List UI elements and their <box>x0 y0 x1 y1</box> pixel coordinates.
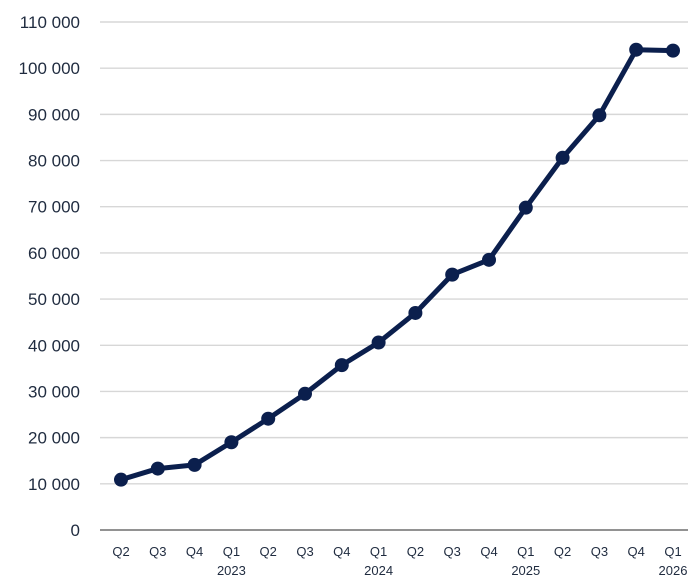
y-tick-label: 20 000 <box>28 429 80 448</box>
x-tick-label: Q1 <box>370 544 387 559</box>
data-point <box>518 200 533 215</box>
x-tick-label: Q4 <box>480 544 497 559</box>
y-tick-label: 30 000 <box>28 382 80 401</box>
data-point <box>114 472 128 487</box>
x-tick-label: Q1 <box>664 544 681 559</box>
x-tick-label: Q4 <box>186 544 203 559</box>
year-label: 2024 <box>364 563 393 577</box>
data-point <box>555 150 570 165</box>
x-tick-label: Q3 <box>444 544 461 559</box>
year-label: 2025 <box>511 563 540 577</box>
x-tick-label: Q2 <box>112 544 129 559</box>
data-point <box>261 411 276 426</box>
grid-lines <box>100 21 688 531</box>
data-point <box>150 461 165 476</box>
y-tick-label: 40 000 <box>28 336 80 355</box>
y-tick-label: 110 000 <box>20 13 80 32</box>
y-tick-label: 70 000 <box>28 198 80 217</box>
data-point <box>482 252 496 267</box>
series-line <box>118 47 676 483</box>
data-point <box>592 108 607 123</box>
year-label: 2026 <box>659 563 688 577</box>
x-tick-label: Q4 <box>628 544 645 559</box>
data-point <box>629 42 644 57</box>
data-point <box>371 335 386 350</box>
data-point <box>187 457 202 472</box>
data-point <box>666 43 680 58</box>
x-tick-label: Q2 <box>260 544 277 559</box>
y-axis: 0 10 000 20 000 30 000 40 000 50 000 60 000 70 … <box>19 13 80 540</box>
data-point <box>298 386 312 401</box>
y-tick-label: 10 000 <box>28 475 80 494</box>
x-tick-label: Q2 <box>407 544 424 559</box>
x-tick-label: Q1 <box>223 544 240 559</box>
series-line-group <box>118 47 676 483</box>
data-point <box>334 358 349 373</box>
x-axis: Q2 Q3 Q4 Q1 Q2 Q3 Q4 Q1 Q2 Q3 Q4 Q1 Q2 Q3 Q4 Q1 2023 2024… <box>112 544 687 577</box>
x-tick-label: Q1 <box>517 544 534 559</box>
x-tick-label: Q3 <box>149 544 166 559</box>
x-tick-label: Q3 <box>296 544 313 559</box>
year-label: 2023 <box>217 563 246 577</box>
x-tick-label: Q3 <box>591 544 608 559</box>
x-tick-label: Q2 <box>554 544 571 559</box>
y-tick-label: 60 000 <box>28 244 80 263</box>
y-tick-label: 50 000 <box>28 290 80 309</box>
data-point <box>445 267 460 282</box>
data-points <box>114 42 680 487</box>
data-point <box>224 435 239 450</box>
y-tick-label: 0 <box>71 521 80 540</box>
y-tick-label: 100 000 <box>19 59 80 78</box>
y-tick-label: 80 000 <box>28 152 80 171</box>
x-tick-label: Q4 <box>333 544 350 559</box>
data-point <box>408 305 423 320</box>
y-tick-label: 90 000 <box>28 105 80 124</box>
